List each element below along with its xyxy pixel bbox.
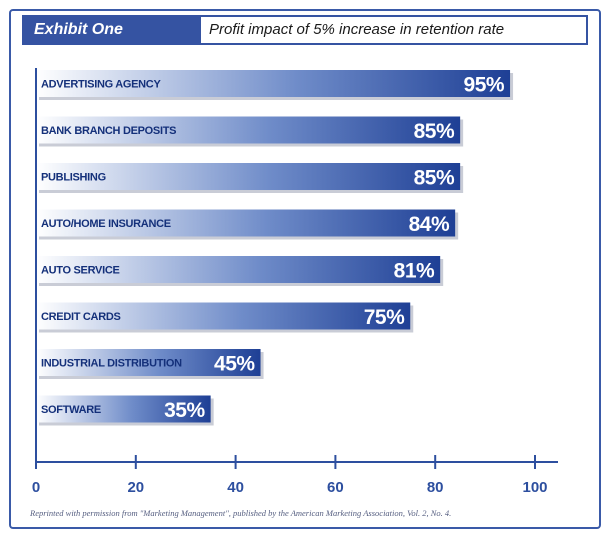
exhibit-header: Exhibit One Profit impact of 5% increase… bbox=[22, 15, 588, 45]
bar-category-label: BANK BRANCH DEPOSITS bbox=[41, 125, 176, 137]
bar-value-label: 45% bbox=[214, 353, 255, 376]
bar-category-label: INDUSTRIAL DISTRIBUTION bbox=[41, 358, 182, 370]
bar-category-label: SOFTWARE bbox=[41, 404, 101, 416]
bar-category-label: AUTO/HOME INSURANCE bbox=[41, 218, 171, 230]
bar-value-label: 81% bbox=[394, 260, 435, 283]
x-tick-label: 60 bbox=[327, 479, 344, 496]
bar-category-label: ADVERTISING AGENCY bbox=[41, 79, 161, 91]
exhibit-label: Exhibit One bbox=[34, 21, 123, 38]
bar-category-label: PUBLISHING bbox=[41, 172, 106, 184]
x-tick-label: 40 bbox=[227, 479, 244, 496]
bar-value-label: 75% bbox=[364, 306, 405, 329]
x-tick-label: 20 bbox=[127, 479, 144, 496]
bar bbox=[36, 116, 461, 144]
bar-value-label: 84% bbox=[409, 213, 450, 236]
chart-title: Profit impact of 5% increase in retentio… bbox=[209, 21, 505, 38]
bar bbox=[36, 256, 441, 283]
bar-value-label: 85% bbox=[414, 120, 455, 143]
x-tick-label: 100 bbox=[522, 479, 547, 496]
bar-value-label: 95% bbox=[464, 74, 505, 97]
bar-value-label: 85% bbox=[414, 167, 455, 190]
bar bbox=[36, 70, 511, 97]
bar bbox=[36, 163, 461, 190]
footnote: Reprinted with permission from "Marketin… bbox=[30, 508, 452, 518]
x-tick-label: 0 bbox=[32, 479, 40, 496]
bar bbox=[36, 395, 211, 423]
title-box: Profit impact of 5% increase in retentio… bbox=[201, 17, 586, 43]
bar-category-label: AUTO SERVICE bbox=[41, 265, 120, 277]
bars-group: ADVERTISING AGENCY 95% BANK BRANCH DEPOSIT… bbox=[36, 70, 514, 426]
x-axis: 0 20 40 60 80 100 bbox=[32, 68, 558, 496]
x-tick-label: 80 bbox=[427, 479, 444, 496]
bar bbox=[36, 209, 456, 237]
bar bbox=[36, 302, 411, 330]
bar bbox=[36, 349, 261, 376]
bar-value-label: 35% bbox=[164, 399, 205, 422]
bar-category-label: CREDIT CARDS bbox=[41, 311, 121, 323]
